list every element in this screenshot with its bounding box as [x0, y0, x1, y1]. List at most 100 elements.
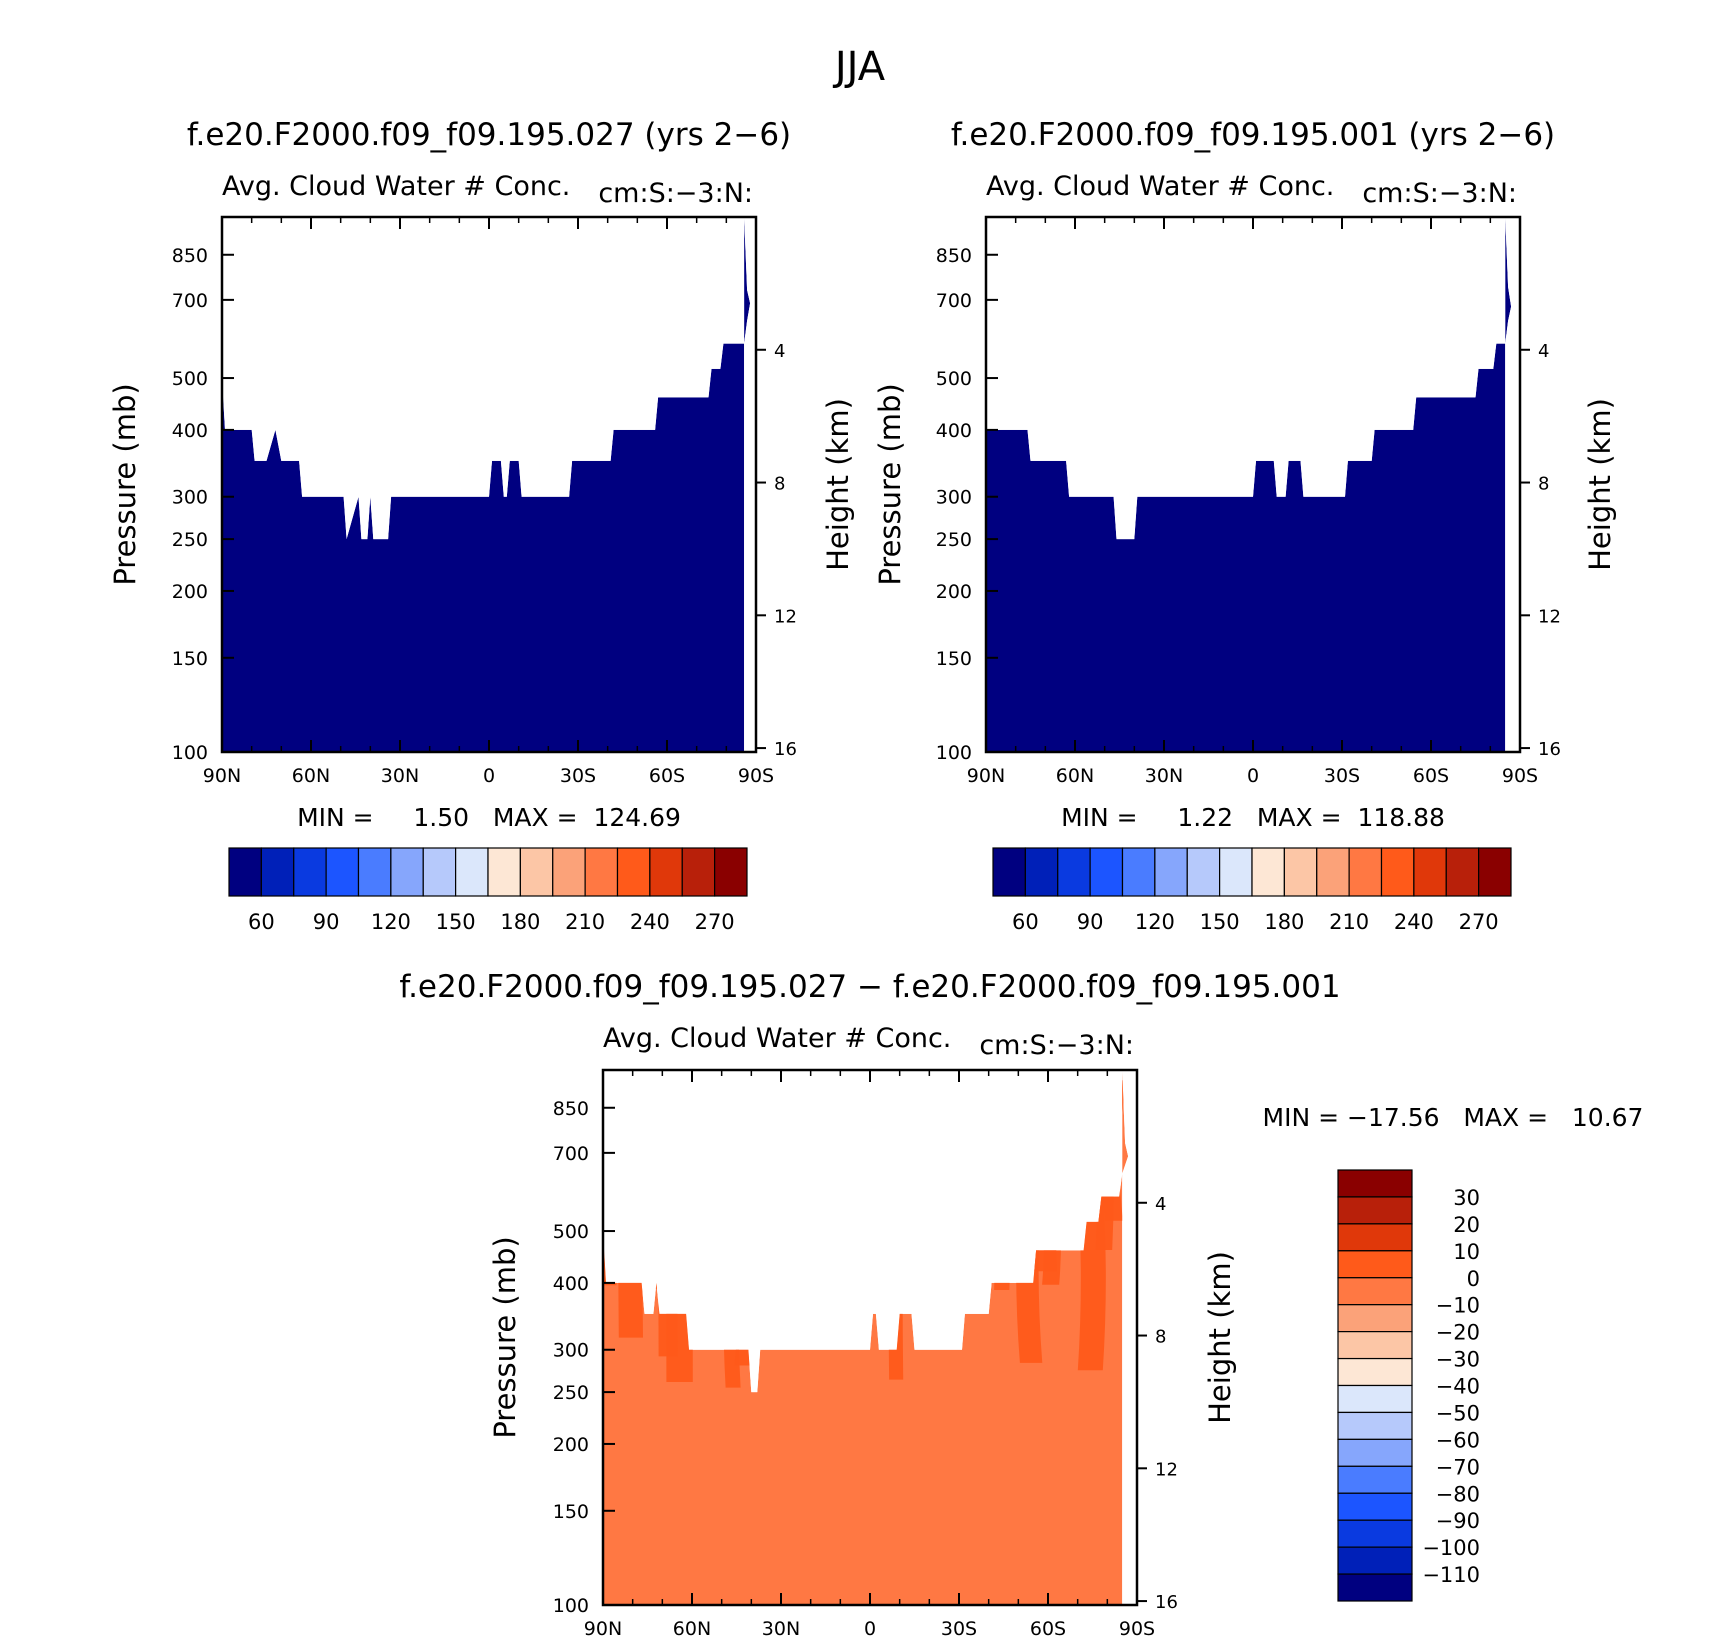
y-tick-label: 700 — [936, 290, 972, 312]
colorbar-box — [584, 847, 619, 897]
colorbar-label: −70 — [1436, 1455, 1480, 1479]
y-right-tick-label: 4 — [774, 341, 785, 362]
contour-region — [720, 1126, 728, 1186]
y-right-tick-label: 4 — [1538, 341, 1549, 362]
y-right-axis-label: Height (km) — [821, 398, 855, 571]
y-right-tick-label: 12 — [774, 606, 797, 627]
colorbar-label: −20 — [1436, 1321, 1480, 1345]
contour-region — [281, 217, 445, 252]
contour-field — [603, 1070, 1129, 1605]
x-tick-label: 0 — [1247, 765, 1259, 787]
contour-region — [222, 217, 751, 752]
y-tick-label: 400 — [553, 1273, 589, 1295]
colorbar-box — [649, 847, 683, 897]
colorbar-label: −100 — [1422, 1536, 1480, 1560]
contour-region — [946, 1109, 970, 1215]
contour-region — [807, 1086, 825, 1339]
contour-region — [638, 1086, 667, 1249]
x-tick-label: 30N — [381, 765, 419, 787]
y-axis-label: Pressure (mb) — [108, 383, 142, 585]
x-tick-label: 90N — [967, 765, 1005, 787]
colorbar-label: 10 — [1453, 1240, 1480, 1264]
contour-region — [667, 1153, 693, 1290]
colorbar-label: 150 — [436, 910, 476, 934]
contour-region — [741, 1070, 775, 1202]
contour-region — [869, 1138, 878, 1179]
y-tick-label: 500 — [172, 368, 208, 390]
contour-region — [618, 1070, 644, 1338]
colorbar-box — [1089, 847, 1124, 897]
contour-region — [699, 1148, 721, 1281]
y-right-tick-label: 16 — [1538, 739, 1561, 760]
colorbar-label: −50 — [1436, 1401, 1480, 1425]
colorbar-label: 120 — [1135, 910, 1175, 934]
y-right-tick-label: 8 — [1155, 1327, 1166, 1348]
y-tick-label: 100 — [172, 742, 208, 764]
contour-region — [731, 1209, 760, 1366]
contour-region — [1032, 1079, 1060, 1253]
contour-region — [480, 217, 513, 287]
y-axis-label: Pressure (mb) — [873, 383, 907, 585]
contour-region — [1094, 1103, 1114, 1250]
y-tick-label: 400 — [936, 420, 972, 442]
x-tick-label: 60S — [1030, 1618, 1066, 1639]
contour-region — [1010, 1108, 1025, 1158]
colorbar-label: 270 — [695, 910, 735, 934]
x-tick-label: 60S — [1413, 765, 1449, 787]
contour-region — [620, 1145, 632, 1282]
panel-subtitle-left: Avg. Cloud Water # Conc. — [222, 171, 570, 202]
contour-region — [986, 217, 1512, 752]
colorbar-box — [992, 847, 1026, 897]
x-tick-label: 0 — [864, 1618, 876, 1639]
y-right-axis-label: Height (km) — [1203, 1251, 1237, 1424]
y-right-tick-label: 12 — [1155, 1459, 1178, 1480]
colorbar-label: −30 — [1436, 1348, 1480, 1372]
y-right-tick-label: 16 — [774, 739, 797, 760]
contour-region — [674, 1070, 688, 1192]
colorbar-box — [1283, 847, 1318, 897]
colorbar-box — [552, 847, 586, 897]
contour-region — [796, 1084, 826, 1233]
y-tick-label: 200 — [553, 1434, 589, 1456]
y-axis-label: Pressure (mb) — [488, 1236, 522, 1438]
colorbar-box — [1337, 1519, 1413, 1548]
panel-subtitle-right: cm:S:−3:N: — [979, 1030, 1134, 1061]
contour-region — [818, 1127, 838, 1210]
x-tick-label: 60N — [292, 765, 330, 787]
colorbar-box — [1337, 1277, 1413, 1306]
colorbar-label: −110 — [1422, 1563, 1480, 1587]
x-tick-label: 30N — [762, 1618, 800, 1639]
colorbar-box — [357, 847, 392, 897]
contour-region — [764, 1133, 779, 1213]
y-tick-label: 700 — [553, 1143, 589, 1165]
colorbar-box — [1478, 847, 1512, 897]
colorbar-label: 60 — [248, 910, 275, 934]
colorbar-box — [1121, 847, 1156, 897]
colorbar-label: 120 — [371, 910, 411, 934]
colorbar-box — [1337, 1492, 1413, 1521]
y-tick-label: 700 — [172, 290, 208, 312]
colorbar-box — [1337, 1331, 1413, 1360]
colorbar-box — [422, 847, 457, 897]
colorbar-box — [260, 847, 295, 897]
contour-region — [1044, 1070, 1056, 1144]
contour-region — [675, 1070, 693, 1269]
y-right-axis-label: Height (km) — [1583, 398, 1617, 571]
x-tick-label: 60S — [649, 765, 685, 787]
panel-subtitle-left: Avg. Cloud Water # Conc. — [603, 1023, 951, 1054]
colorbar-label: 60 — [1012, 910, 1039, 934]
colorbar-box — [1380, 847, 1415, 897]
contour-region — [645, 1183, 663, 1289]
colorbar-label: 210 — [1329, 910, 1369, 934]
colorbar-box — [1337, 1223, 1413, 1252]
contour-region — [754, 1070, 783, 1239]
y-tick-label: 500 — [553, 1221, 589, 1243]
contour-region — [810, 1106, 823, 1129]
colorbar-box — [1337, 1465, 1413, 1494]
x-tick-label: 60N — [673, 1618, 711, 1639]
contour-region — [718, 1070, 745, 1217]
colorbar-label: 240 — [1394, 910, 1434, 934]
contour-region — [1001, 1168, 1009, 1199]
colorbar-box — [1337, 1357, 1413, 1387]
x-tick-label: 0 — [483, 765, 495, 787]
